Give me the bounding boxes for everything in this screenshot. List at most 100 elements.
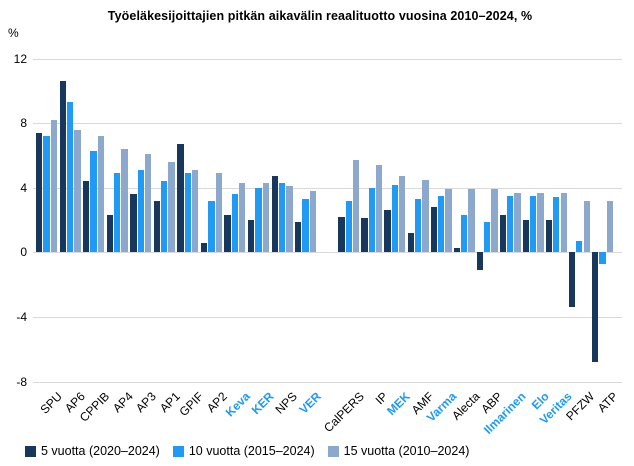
x-category-label-VER: VER — [296, 389, 324, 417]
bar-AMF-series3 — [422, 179, 429, 253]
legend-item-2: 10 vuotta (2015–2024) — [172, 444, 315, 458]
bar-Ilmarinen-series2 — [507, 195, 514, 253]
bar-Keva-series2 — [231, 194, 239, 253]
bar-KER-series1 — [248, 220, 255, 253]
y-tick-label-8: 8 — [20, 116, 27, 131]
bar-CPPIB-series2 — [90, 150, 97, 253]
bar-Veritas-series2 — [553, 197, 560, 253]
bar-ATP-series2 — [599, 252, 606, 264]
gridline-4 — [33, 187, 622, 189]
bar-CalPERS-series2 — [345, 200, 353, 253]
bar-PFZW-series2 — [576, 241, 583, 253]
x-category-label-Keva: Keva — [223, 389, 254, 420]
y-axis-unit-label: % — [8, 26, 19, 40]
x-category-label-NPS: NPS — [272, 389, 301, 417]
bar-Alecta-series2 — [460, 215, 468, 253]
x-category-label-SPU: SPU — [37, 389, 65, 417]
bar-MEK-series3 — [399, 176, 406, 253]
bar-VER-series2 — [302, 199, 309, 253]
bar-KER-series3 — [262, 182, 270, 253]
bar-GPIF-series3 — [192, 169, 199, 253]
bar-Ilmarinen-series1 — [499, 215, 506, 253]
x-category-label-ATP: ATP — [594, 389, 621, 416]
legend-label-1: 5 vuotta (2020–2024) — [41, 444, 160, 458]
bar-AP1-series2 — [161, 181, 168, 253]
bar-GPIF-series2 — [184, 173, 192, 253]
gridline--8 — [33, 381, 622, 383]
bar-IP-series2 — [368, 187, 376, 253]
bar-AP2-series1 — [200, 242, 208, 253]
bar-AP3-series2 — [137, 169, 144, 253]
bar-AP4-series2 — [114, 173, 121, 253]
bar-MEK-series1 — [384, 210, 391, 253]
bar-AP1-series1 — [153, 200, 161, 253]
bar-AP3-series1 — [130, 194, 137, 253]
bar-Elo-series3 — [537, 192, 544, 253]
gridline--4 — [33, 316, 622, 318]
bar-SPU-series3 — [50, 119, 58, 253]
bar-AP3-series3 — [144, 153, 152, 253]
x-category-label-AP3: AP3 — [133, 389, 160, 416]
bar-AP2-series2 — [208, 200, 215, 253]
bar-IP-series1 — [361, 218, 368, 253]
y-tick-label-0: 0 — [20, 245, 27, 260]
bar-Varma-series2 — [437, 195, 445, 253]
bar-AP4-series1 — [106, 215, 114, 253]
bar-NPS-series3 — [286, 186, 293, 253]
bar-Elo-series1 — [522, 220, 530, 253]
bar-Ilmarinen-series3 — [514, 192, 521, 253]
y-tick-label-4: 4 — [20, 180, 27, 195]
bar-ABP-series3 — [491, 189, 498, 253]
bar-VER-series3 — [309, 190, 317, 253]
bar-GPIF-series1 — [177, 144, 184, 253]
bar-Keva-series1 — [224, 215, 231, 253]
bar-SPU-series2 — [43, 136, 50, 253]
bar-AMF-series1 — [407, 232, 414, 253]
legend-swatch-2 — [172, 445, 184, 457]
bar-Elo-series2 — [530, 195, 537, 253]
y-tick-label-12: 12 — [13, 51, 27, 66]
bar-CalPERS-series3 — [353, 160, 360, 253]
legend-label-2: 10 vuotta (2015–2024) — [188, 444, 315, 458]
bar-VER-series1 — [295, 221, 302, 253]
x-category-label-CalPERS: CalPERS — [321, 389, 368, 436]
bar-Alecta-series3 — [468, 189, 475, 253]
bar-Alecta-series1 — [453, 247, 460, 253]
legend-swatch-1 — [25, 445, 36, 457]
bar-CPPIB-series1 — [83, 181, 90, 253]
bar-Keva-series3 — [239, 182, 246, 253]
legend: 5 vuotta (2020–2024) 10 vuotta (2015–2024… — [25, 444, 469, 458]
bar-CPPIB-series3 — [97, 136, 105, 253]
bar-NPS-series2 — [278, 182, 286, 253]
legend-item-3: 15 vuotta (2010–2024) — [327, 444, 470, 458]
bar-AP6-series2 — [66, 102, 74, 253]
bar-ABP-series1 — [476, 252, 483, 271]
bar-ABP-series2 — [484, 221, 491, 253]
x-category-label-AP4: AP4 — [109, 389, 136, 416]
bar-NPS-series1 — [271, 176, 278, 253]
bar-AP6-series3 — [74, 129, 81, 253]
bar-Veritas-series3 — [560, 192, 567, 253]
bar-Veritas-series1 — [545, 220, 553, 253]
x-category-label-KER: KER — [248, 389, 277, 418]
x-category-label-MEK: MEK — [384, 389, 414, 419]
legend-swatch-3 — [327, 445, 339, 457]
bar-KER-series2 — [255, 187, 262, 253]
bar-IP-series3 — [376, 165, 383, 253]
legend-label-3: 15 vuotta (2010–2024) — [343, 444, 470, 458]
y-tick-label--8: -8 — [16, 374, 27, 389]
bar-PFZW-series1 — [568, 252, 576, 308]
bar-SPU-series1 — [36, 132, 43, 253]
legend-item-1: 5 vuotta (2020–2024) — [25, 444, 160, 458]
bar-MEK-series2 — [391, 184, 399, 253]
bar-PFZW-series3 — [583, 200, 590, 253]
gridline-8 — [33, 123, 622, 125]
gridline-12 — [33, 58, 622, 60]
bar-AMF-series2 — [414, 199, 422, 253]
bar-CalPERS-series1 — [338, 216, 345, 253]
bar-Varma-series3 — [445, 189, 452, 253]
bar-AP2-series3 — [215, 173, 222, 253]
bar-AP6-series1 — [59, 81, 66, 253]
bar-AP1-series3 — [168, 161, 175, 253]
